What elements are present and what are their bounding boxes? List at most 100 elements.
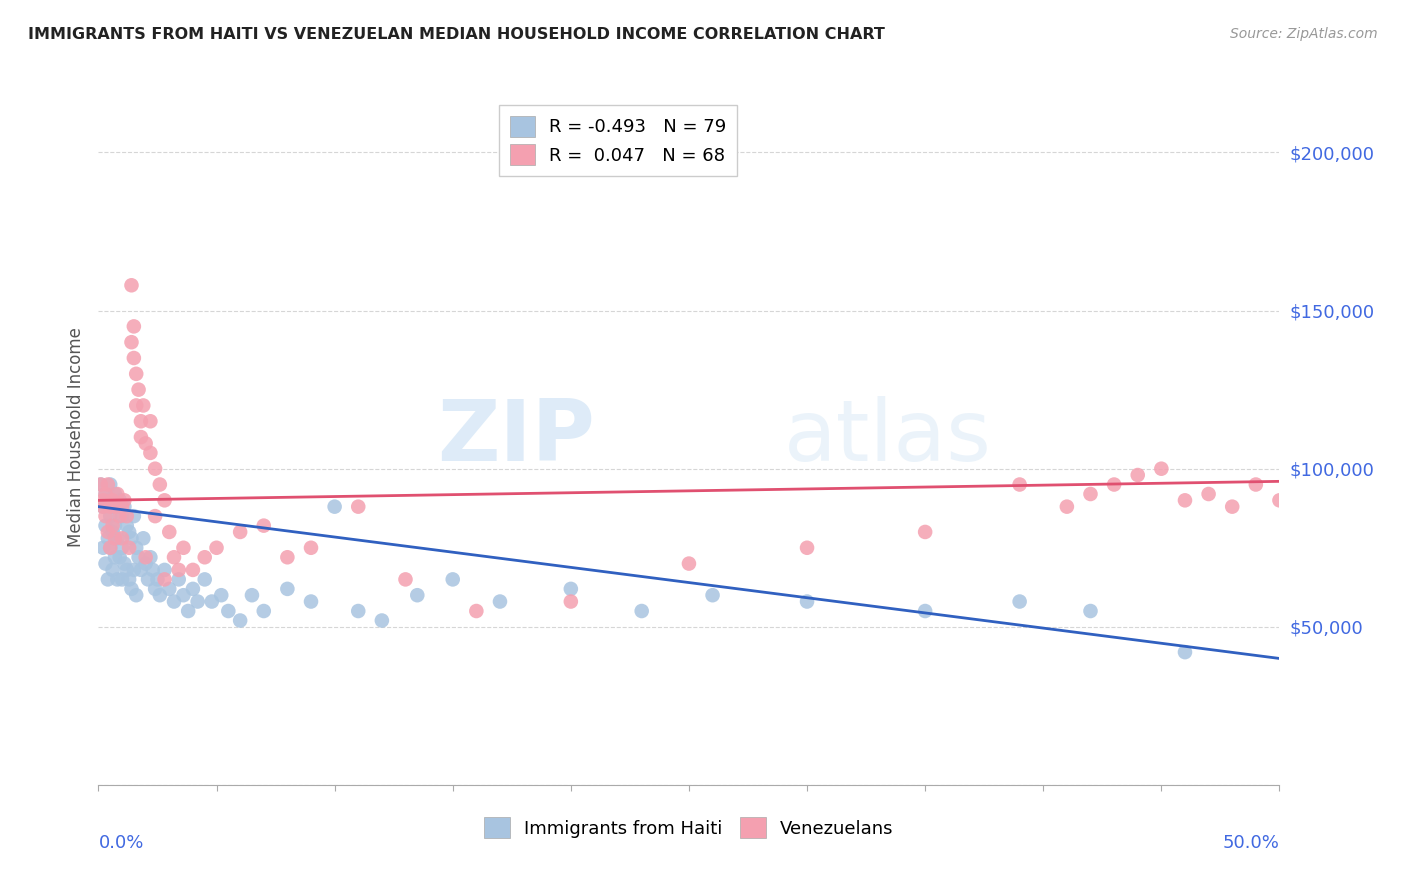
Point [347, 604, 370, 618]
Point [121, 582, 143, 596]
Point [153, 573, 176, 587]
Point [139, 550, 162, 565]
Point [97, 493, 120, 508]
Point [135, 436, 157, 450]
Point [104, 550, 127, 565]
Point [115, 509, 138, 524]
Point [796, 594, 818, 608]
Point [98, 500, 121, 514]
Point [111, 541, 134, 555]
Point [91, 541, 114, 555]
Point [98, 477, 121, 491]
Point [201, 594, 224, 608]
Point [118, 573, 141, 587]
Point [217, 604, 239, 618]
Point [101, 493, 124, 508]
Point [1174, 645, 1197, 659]
Point [163, 594, 186, 608]
Point [111, 531, 134, 545]
Point [101, 500, 124, 514]
Point [167, 573, 190, 587]
Point [153, 493, 176, 508]
Point [194, 550, 217, 565]
Point [406, 588, 429, 602]
Point [149, 588, 172, 602]
Point [143, 509, 166, 524]
Point [276, 582, 298, 596]
Point [209, 588, 232, 602]
Point [115, 518, 138, 533]
Point [394, 573, 416, 587]
Point [112, 557, 135, 571]
Point [111, 509, 134, 524]
Point [122, 351, 145, 365]
Text: atlas: atlas [783, 395, 991, 479]
Point [118, 541, 141, 555]
Point [914, 524, 936, 539]
Point [98, 509, 121, 524]
Point [104, 518, 127, 533]
Point [1008, 477, 1031, 491]
Point [702, 588, 724, 602]
Point [111, 573, 134, 587]
Point [104, 500, 127, 514]
Point [149, 477, 172, 491]
Point [1080, 487, 1102, 501]
Point [94, 509, 117, 524]
Point [229, 524, 252, 539]
Point [172, 588, 194, 602]
Point [112, 493, 135, 508]
Point [94, 518, 117, 533]
Point [105, 487, 128, 501]
Point [101, 563, 124, 577]
Point [101, 524, 124, 539]
Point [1080, 604, 1102, 618]
Point [347, 500, 370, 514]
Point [1056, 500, 1078, 514]
Point [112, 500, 135, 514]
Point [240, 588, 263, 602]
Point [121, 335, 143, 350]
Text: Source: ZipAtlas.com: Source: ZipAtlas.com [1230, 27, 1378, 41]
Point [94, 487, 117, 501]
Point [560, 594, 582, 608]
Point [136, 573, 159, 587]
Point [1008, 594, 1031, 608]
Point [229, 614, 252, 628]
Point [135, 557, 157, 571]
Legend: Immigrants from Haiti, Venezuelans: Immigrants from Haiti, Venezuelans [477, 810, 901, 846]
Point [157, 524, 180, 539]
Point [139, 446, 162, 460]
Point [1220, 500, 1243, 514]
Point [94, 487, 117, 501]
Point [172, 541, 194, 555]
Point [177, 604, 200, 618]
Point [121, 531, 143, 545]
Point [163, 550, 186, 565]
Point [129, 563, 152, 577]
Point [128, 550, 150, 565]
Point [90, 477, 112, 491]
Point [146, 573, 169, 587]
Point [129, 430, 152, 444]
Point [91, 493, 114, 508]
Point [108, 550, 131, 565]
Point [118, 524, 141, 539]
Point [111, 500, 134, 514]
Text: 0.0%: 0.0% [98, 834, 143, 852]
Point [90, 477, 112, 491]
Point [465, 604, 488, 618]
Point [253, 604, 276, 618]
Point [187, 594, 209, 608]
Point [122, 563, 145, 577]
Point [97, 477, 120, 491]
Point [94, 557, 117, 571]
Point [108, 493, 131, 508]
Point [1150, 461, 1173, 475]
Point [299, 541, 322, 555]
Point [181, 582, 204, 596]
Point [105, 531, 128, 545]
Text: ZIP: ZIP [437, 395, 595, 479]
Point [299, 594, 322, 608]
Point [276, 550, 298, 565]
